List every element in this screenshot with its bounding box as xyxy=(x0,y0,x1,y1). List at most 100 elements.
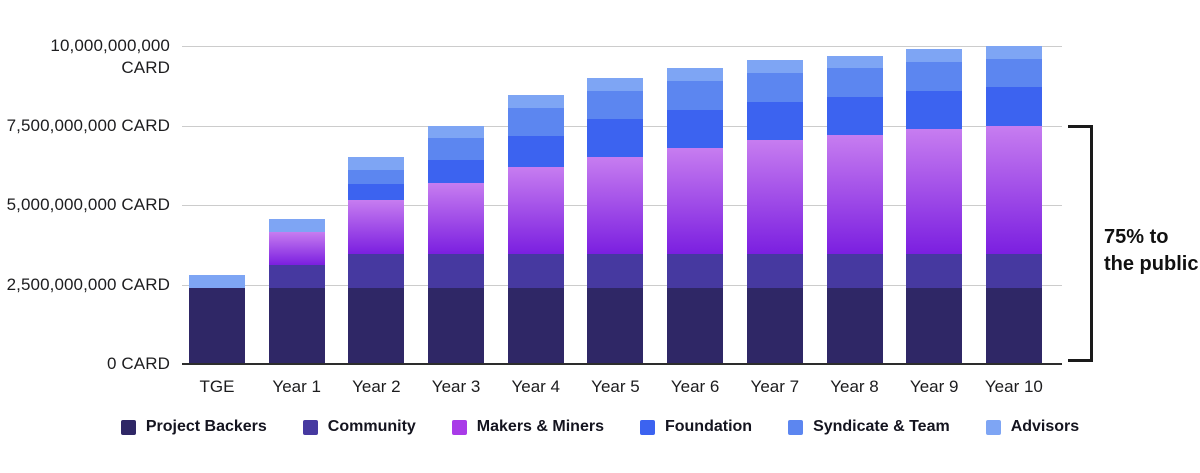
x-axis-line xyxy=(182,363,1062,365)
legend-swatch xyxy=(788,419,804,435)
x-tick-label: Year 6 xyxy=(670,377,720,396)
bar-segment-foundation xyxy=(826,96,883,136)
bar-segment-project-backers xyxy=(826,287,883,364)
legend: Project Backers Community Makers & Miners F… xyxy=(0,418,1200,436)
bar-segment-makers-miners xyxy=(348,200,405,255)
bar-segment-project-backers xyxy=(587,287,644,364)
bar-segment-advisors xyxy=(268,219,325,233)
bar-segment-foundation xyxy=(348,184,405,201)
y-tick-label: 0 CARD xyxy=(107,354,170,373)
legend-item-community: Community xyxy=(302,418,416,436)
legend-label: Makers & Miners xyxy=(476,418,604,435)
legend-label: Advisors xyxy=(1010,418,1080,435)
bar-segment-makers-miners xyxy=(906,128,963,255)
bar-segment-advisors xyxy=(826,55,883,69)
bar-segment-project-backers xyxy=(268,287,325,364)
bar-year-4: Year 4 xyxy=(507,46,564,396)
bar-segment-advisors xyxy=(348,157,405,171)
bar-year-9: Year 9 xyxy=(906,46,963,396)
annotation-line-2: the public xyxy=(1104,253,1199,275)
bar-segment-syndicate-team xyxy=(587,90,644,120)
bar-year-1: Year 1 xyxy=(268,46,325,396)
bar-segment-community xyxy=(348,254,405,288)
bar-segment-syndicate-team xyxy=(746,73,803,102)
bar-segment-syndicate-team xyxy=(428,138,485,160)
bar-segment-syndicate-team xyxy=(667,81,724,110)
bar-segment-community xyxy=(268,265,325,288)
bar-segment-advisors xyxy=(667,68,724,82)
bar-segment-foundation xyxy=(906,90,963,129)
legend-label: Community xyxy=(327,418,416,435)
legend-swatch xyxy=(120,419,136,435)
bar-segment-foundation xyxy=(667,109,724,148)
public-share-annotation: 75% to the public xyxy=(1104,224,1198,278)
x-tick-label: TGE xyxy=(199,377,235,396)
bar-segment-advisors xyxy=(189,274,245,288)
bar-segment-community xyxy=(587,254,644,288)
bar-segment-makers-miners xyxy=(507,166,564,255)
gridline xyxy=(182,46,1062,47)
y-tick-label: 2,500,000,000 CARD xyxy=(6,274,170,294)
bar-segment-project-backers xyxy=(348,287,405,364)
x-tick-label: Year 5 xyxy=(591,377,640,396)
bar-year-10: Year 10 xyxy=(985,46,1043,396)
bar-segment-advisors xyxy=(428,125,485,139)
bar-segment-project-backers xyxy=(507,287,564,364)
bar-segment-makers-miners xyxy=(826,135,883,255)
bar-year-6: Year 6 xyxy=(667,46,724,396)
bar-segment-project-backers xyxy=(428,287,485,364)
x-tick-label: Year 9 xyxy=(909,377,959,396)
bar-segment-makers-miners xyxy=(746,139,803,255)
bar-segment-foundation xyxy=(587,119,644,158)
x-tick-label: Year 8 xyxy=(830,377,879,396)
bar-segment-syndicate-team xyxy=(985,58,1042,88)
bar-segment-syndicate-team xyxy=(348,170,405,185)
legend-item-foundation: Foundation xyxy=(639,418,753,436)
bar-segment-advisors xyxy=(507,95,564,108)
legend-label: Foundation xyxy=(664,418,753,435)
bar-segment-foundation xyxy=(428,159,485,183)
bar-segment-community xyxy=(985,254,1042,288)
bar-segment-foundation xyxy=(746,101,803,140)
x-tick-label: Year 3 xyxy=(431,377,481,396)
bar-segment-makers-miners xyxy=(667,147,724,255)
bar-segment-community xyxy=(428,254,485,288)
bar-year-3: Year 3 xyxy=(428,46,485,396)
legend-item-makers-miners: Makers & Miners xyxy=(451,418,604,436)
bar-segment-community xyxy=(826,254,883,288)
bar-year-7: Year 7 xyxy=(746,46,803,396)
x-tick-label: Year 2 xyxy=(352,377,401,396)
y-tick-label: 5,000,000,000 CARD xyxy=(6,195,170,214)
x-tick-label: Year 1 xyxy=(272,377,321,396)
bar-tge: TGE xyxy=(189,46,245,396)
bar-segment-project-backers xyxy=(906,287,963,364)
bar-segment-makers-miners xyxy=(428,182,485,255)
y-tick-label: 7,500,000,000 CARD xyxy=(6,115,170,135)
bar-year-8: Year 8 xyxy=(826,46,883,396)
legend-label: Project Backers xyxy=(145,418,267,435)
x-tick-label: Year 10 xyxy=(984,377,1043,396)
bar-segment-community xyxy=(507,254,564,288)
bar-segment-community xyxy=(667,254,724,288)
legend-item-syndicate-team: Syndicate & Team xyxy=(788,418,950,436)
y-tick-label: 10,000,000,000 CARD xyxy=(50,36,170,77)
x-tick-label: Year 7 xyxy=(750,377,800,396)
bar-segment-advisors xyxy=(587,77,644,91)
legend-swatch xyxy=(639,419,655,435)
bar-segment-foundation xyxy=(507,136,564,167)
bar-segment-advisors xyxy=(985,46,1042,59)
annotation-line-1: 75% to xyxy=(1104,226,1169,248)
bar-segment-foundation xyxy=(985,87,1042,126)
bar-year-2: Year 2 xyxy=(348,46,405,396)
bar-segment-project-backers xyxy=(667,287,724,364)
legend-label: Syndicate & Team xyxy=(813,418,950,435)
x-tick-label: Year 4 xyxy=(511,377,561,396)
bar-segment-makers-miners xyxy=(985,125,1042,255)
bar-year-5: Year 5 xyxy=(587,46,644,396)
legend-swatch xyxy=(302,419,318,435)
bar-segment-syndicate-team xyxy=(906,61,963,91)
bar-segment-syndicate-team xyxy=(826,68,883,97)
legend-item-advisors: Advisors xyxy=(985,418,1080,436)
legend-swatch xyxy=(985,419,1001,435)
